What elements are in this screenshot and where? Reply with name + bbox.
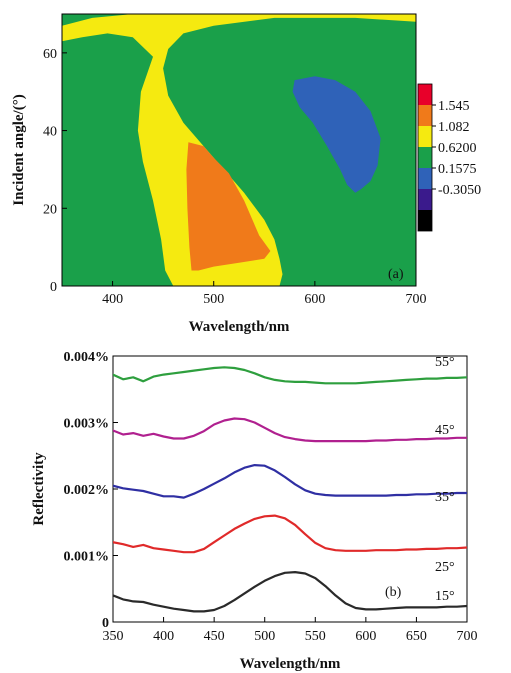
line-y-tick-label: 0 <box>102 616 109 631</box>
series-line-5 <box>113 572 467 611</box>
series-label-2: 45° <box>435 423 455 438</box>
heatmap-panel: 400 500 600 700 0 20 40 60 Wavelength/nm Incid… <box>11 14 481 335</box>
line-y-tick-label: 0.002% <box>64 483 110 498</box>
line-chart-frame <box>113 356 467 622</box>
line-series-group <box>113 367 467 611</box>
line-x-tick-label: 700 <box>457 629 478 644</box>
series-label-4: 25° <box>435 560 455 575</box>
heatmap-x-tick-label: 400 <box>102 292 123 307</box>
line-x-tick-label: 350 <box>103 629 124 644</box>
colorbar-swatch <box>418 210 432 231</box>
heatmap-panel-label: (a) <box>388 267 404 282</box>
heatmap-x-tick-label: 600 <box>304 292 325 307</box>
colorbar-swatch <box>418 84 432 105</box>
line-x-ticks: 350 400 450 500 550 600 650 700 <box>103 617 478 644</box>
series-line-2 <box>113 419 467 442</box>
line-x-tick-label: 550 <box>305 629 326 644</box>
colorbar-level-label: 1.545 <box>438 99 470 114</box>
heatmap-x-axis-label: Wavelength/nm <box>189 319 290 335</box>
colorbar-level-label: 0.6200 <box>438 141 477 156</box>
line-series-labels: 55° 45° 35° 25° 15° <box>435 355 455 604</box>
line-y-axis-label: Reflectivity <box>31 452 47 526</box>
line-y-ticks: 0 0.001% 0.002% 0.003% 0.004% <box>64 350 119 631</box>
colorbar-level-label: 1.082 <box>438 120 470 135</box>
colorbar-level-label: 0.1575 <box>438 162 477 177</box>
series-label-5: 15° <box>435 589 455 604</box>
heatmap-x-tick-label: 500 <box>203 292 224 307</box>
series-label-1: 55° <box>435 355 455 370</box>
heatmap-y-axis-label: Incident angle/(°) <box>11 94 27 205</box>
line-x-tick-label: 650 <box>406 629 427 644</box>
heatmap-y-tick-label: 40 <box>43 125 57 140</box>
line-x-tick-label: 500 <box>254 629 275 644</box>
line-panel-label: (b) <box>385 585 402 600</box>
colorbar-swatch <box>418 126 432 147</box>
colorbar-level-label: -0.3050 <box>438 183 481 198</box>
colorbar-swatch <box>418 147 432 168</box>
heatmap-y-tick-label: 0 <box>50 280 57 295</box>
heatmap-y-tick-label: 60 <box>43 47 57 62</box>
line-y-tick-label: 0.001% <box>64 550 110 565</box>
series-line-1 <box>113 367 467 383</box>
heatmap-y-tick-label: 20 <box>43 202 57 217</box>
line-x-tick-label: 400 <box>153 629 174 644</box>
line-x-tick-label: 600 <box>355 629 376 644</box>
line-x-tick-label: 450 <box>204 629 225 644</box>
series-line-4 <box>113 516 467 553</box>
line-chart-panel: 350 400 450 500 550 600 650 700 0 0.001% 0.002% 0.… <box>31 350 478 672</box>
series-line-3 <box>113 465 467 498</box>
heatmap-x-tick-label: 700 <box>406 292 427 307</box>
colorbar-swatch <box>418 105 432 126</box>
colorbar-swatch <box>418 168 432 189</box>
line-y-tick-label: 0.003% <box>64 417 110 432</box>
line-x-axis-label: Wavelength/nm <box>240 656 341 672</box>
colorbar: 1.545 1.082 0.6200 0.1575 -0.3050 <box>418 84 481 231</box>
series-label-3: 35° <box>435 490 455 505</box>
line-y-tick-label: 0.004% <box>64 350 110 365</box>
colorbar-swatch <box>418 189 432 210</box>
